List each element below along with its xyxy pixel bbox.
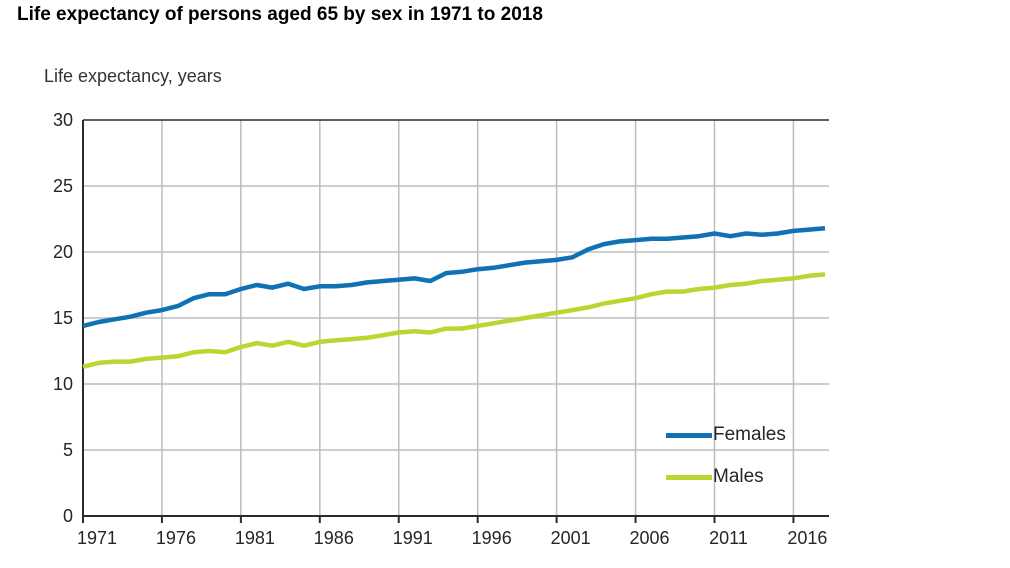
legend-label-females: Females [713, 424, 786, 445]
y-tick-label: 5 [63, 440, 73, 460]
x-tick-label: 1976 [156, 528, 196, 548]
legend-item-males: Males [666, 466, 764, 487]
x-tick-label: 2001 [551, 528, 591, 548]
y-tick-label: 0 [63, 506, 73, 526]
x-tick-label: 1986 [314, 528, 354, 548]
y-tick-label: 10 [53, 374, 73, 394]
males-line-swatch [666, 474, 712, 480]
series-line-males [82, 272, 826, 369]
females-line-swatch [666, 432, 712, 438]
x-tick-label: 1971 [77, 528, 117, 548]
y-tick-label: 15 [53, 308, 73, 328]
legend-label-males: Males [713, 466, 764, 487]
x-tick-label: 1996 [472, 528, 512, 548]
y-tick-label: 25 [53, 176, 73, 196]
series-line-females [82, 225, 826, 329]
y-tick-label: 30 [53, 110, 73, 130]
x-tick-label: 2011 [709, 528, 748, 548]
x-tick-label: 1981 [235, 528, 275, 548]
y-tick-label: 20 [53, 242, 73, 262]
chart-title: Life expectancy of persons aged 65 by se… [17, 4, 543, 25]
y-axis-title: Life expectancy, years [44, 66, 222, 86]
legend-item-females: Females [666, 424, 786, 445]
x-tick-label: 2006 [630, 528, 670, 548]
x-tick-label: 2016 [787, 528, 827, 548]
x-tick-label: 1991 [393, 528, 433, 548]
